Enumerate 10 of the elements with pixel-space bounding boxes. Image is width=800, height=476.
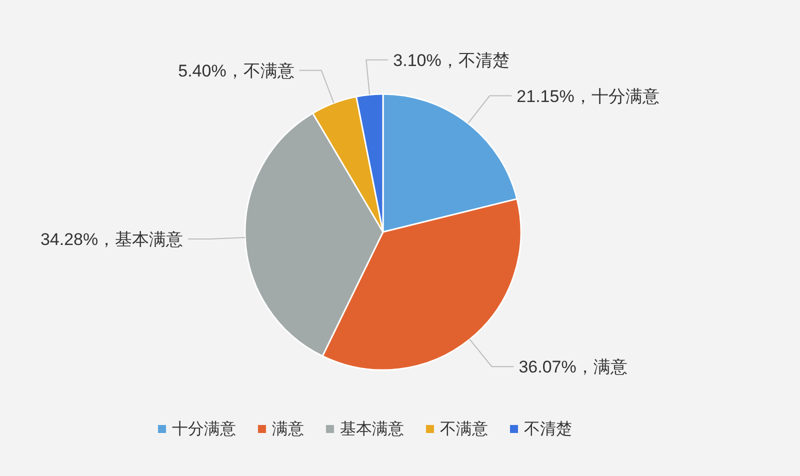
- legend-label: 基本满意: [340, 420, 404, 438]
- data-label: 3.10%，不清楚: [393, 50, 510, 70]
- legend-label: 不满意: [440, 420, 488, 438]
- legend-label: 不清楚: [524, 420, 572, 438]
- data-label: 36.07%，满意: [518, 358, 628, 377]
- legend-label: 满意: [272, 420, 304, 438]
- data-label: 34.28%，基本满意: [40, 230, 184, 249]
- legend-label: 十分满意: [172, 420, 236, 438]
- data-label: 21.15%，十分满意: [516, 86, 660, 106]
- data-label: 5.40%，不满意: [178, 61, 294, 80]
